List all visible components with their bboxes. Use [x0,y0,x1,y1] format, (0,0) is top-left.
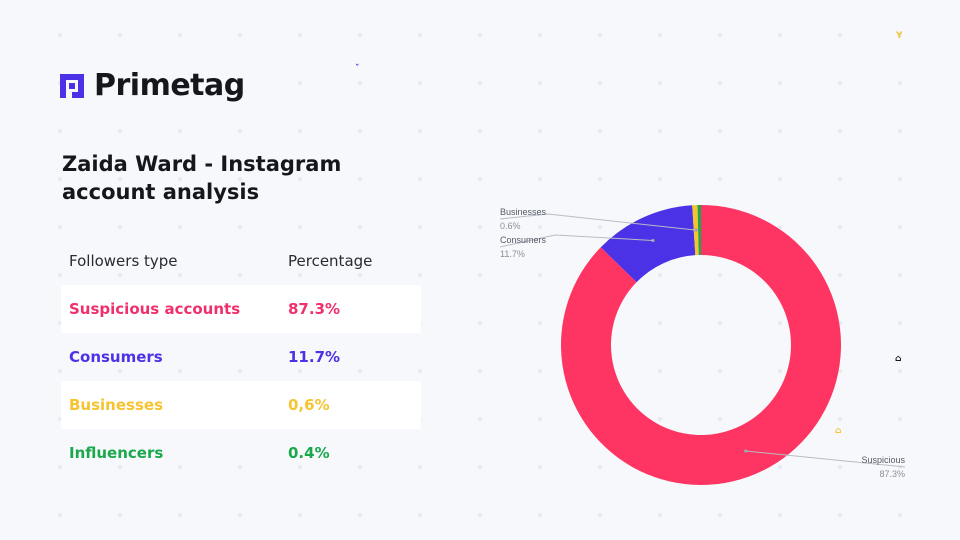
donut-slice-consumers [600,205,696,283]
row-label: Businesses [69,396,163,414]
row-value: 0.4% [288,444,330,462]
donut-label-value: 0.6% [500,221,521,231]
donut-label-suspicious: Suspicious 87.3% [744,449,905,479]
header-percentage: Percentage [288,252,373,270]
primetag-logo-icon [60,73,84,98]
donut-label-name: Suspicious [861,455,905,465]
row-label: Suspicious accounts [69,300,241,318]
followers-table: Followers type Percentage Suspicious acc… [61,237,421,477]
row-value: 87.3% [288,300,341,318]
decorative-house-icon: ⌂ [895,354,902,364]
donut-slice-suspicious [561,205,842,486]
table-row-influencers: Influencers 0.4% [61,429,421,477]
table-row-businesses: Businesses 0,6% [61,381,421,429]
donut-label-value: 11.7% [500,249,525,259]
decorative-chevron-glyph: ˇ [355,64,360,74]
donut-label-name: Consumers [500,235,547,245]
donut-label-value: 87.3% [879,469,905,479]
table-header: Followers type Percentage [61,237,421,285]
brand-name: Primetag [94,68,245,103]
header-followers-type: Followers type [69,252,178,270]
decorative-house-icon-yellow: ⌂ [835,426,842,436]
donut-label-name: Businesses [500,207,547,217]
table-row-suspicious: Suspicious accounts 87.3% [61,285,421,333]
row-label: Consumers [69,348,163,366]
donut-label-consumers: Consumers 11.7% [499,234,655,259]
row-label: Influencers [69,444,164,462]
decorative-y-glyph: Y [896,31,903,41]
donut-label-businesses: Businesses 0.6% [499,207,698,232]
brand-logo: Primetag [60,68,245,103]
table-row-consumers: Consumers 11.7% [61,333,421,381]
row-value: 0,6% [288,396,330,414]
page-title: Zaida Ward - Instagram account analysis [62,152,342,204]
donut-slice-influencers [697,205,701,256]
row-value: 11.7% [288,348,341,366]
